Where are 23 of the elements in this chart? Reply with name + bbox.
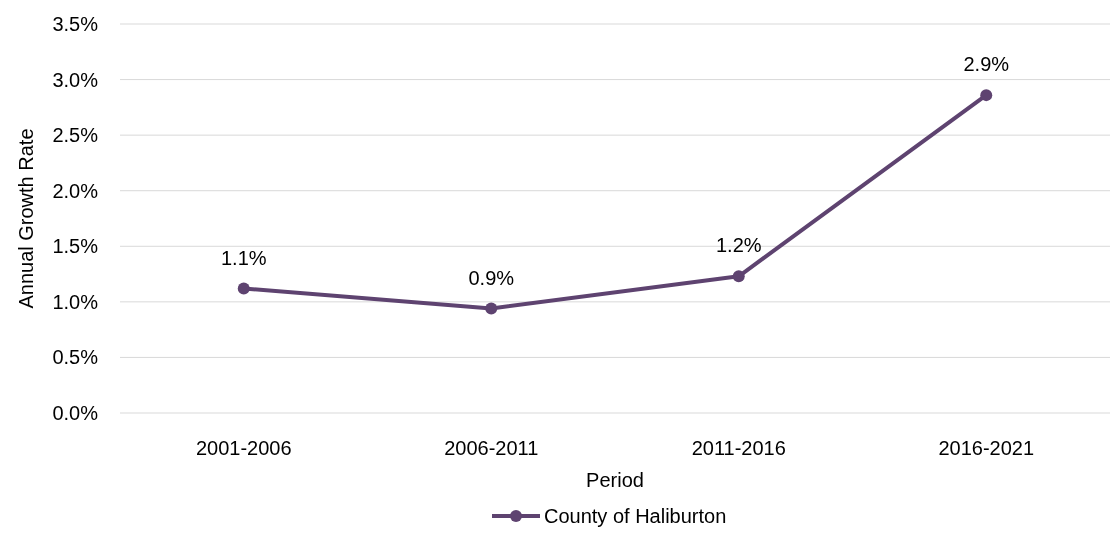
legend-label: County of Haliburton xyxy=(544,505,727,527)
x-axis-title: Period xyxy=(586,469,644,491)
point xyxy=(485,302,498,315)
y-tick-label: 0.5% xyxy=(52,346,99,369)
x-tick-label: 2006-2011 xyxy=(444,437,539,459)
point xyxy=(732,270,745,283)
x-tick-label: 2001-2006 xyxy=(195,437,292,459)
data-label: 2.9% xyxy=(963,53,1010,76)
y-tick-label: 3.0% xyxy=(52,68,99,91)
data-label: 0.9% xyxy=(468,266,515,289)
y-tick-label: 0.0% xyxy=(52,402,99,424)
x-tick-label: 2011-2016 xyxy=(691,437,786,459)
data-label: 1.2% xyxy=(715,234,762,257)
point xyxy=(980,89,993,102)
data-label: 1.1% xyxy=(220,246,267,269)
y-tick-label: 1.0% xyxy=(52,290,99,313)
y-axis-title: Annual Growth Rate xyxy=(15,128,37,309)
x-tick-label: 2016-2021 xyxy=(938,437,1035,459)
point xyxy=(237,282,250,295)
y-tick-label: 1.5% xyxy=(52,235,99,258)
y-tick-label: 2.5% xyxy=(52,124,99,147)
y-tick-label: 2.0% xyxy=(52,179,99,202)
y-tick-label: 3.5% xyxy=(52,13,99,35)
